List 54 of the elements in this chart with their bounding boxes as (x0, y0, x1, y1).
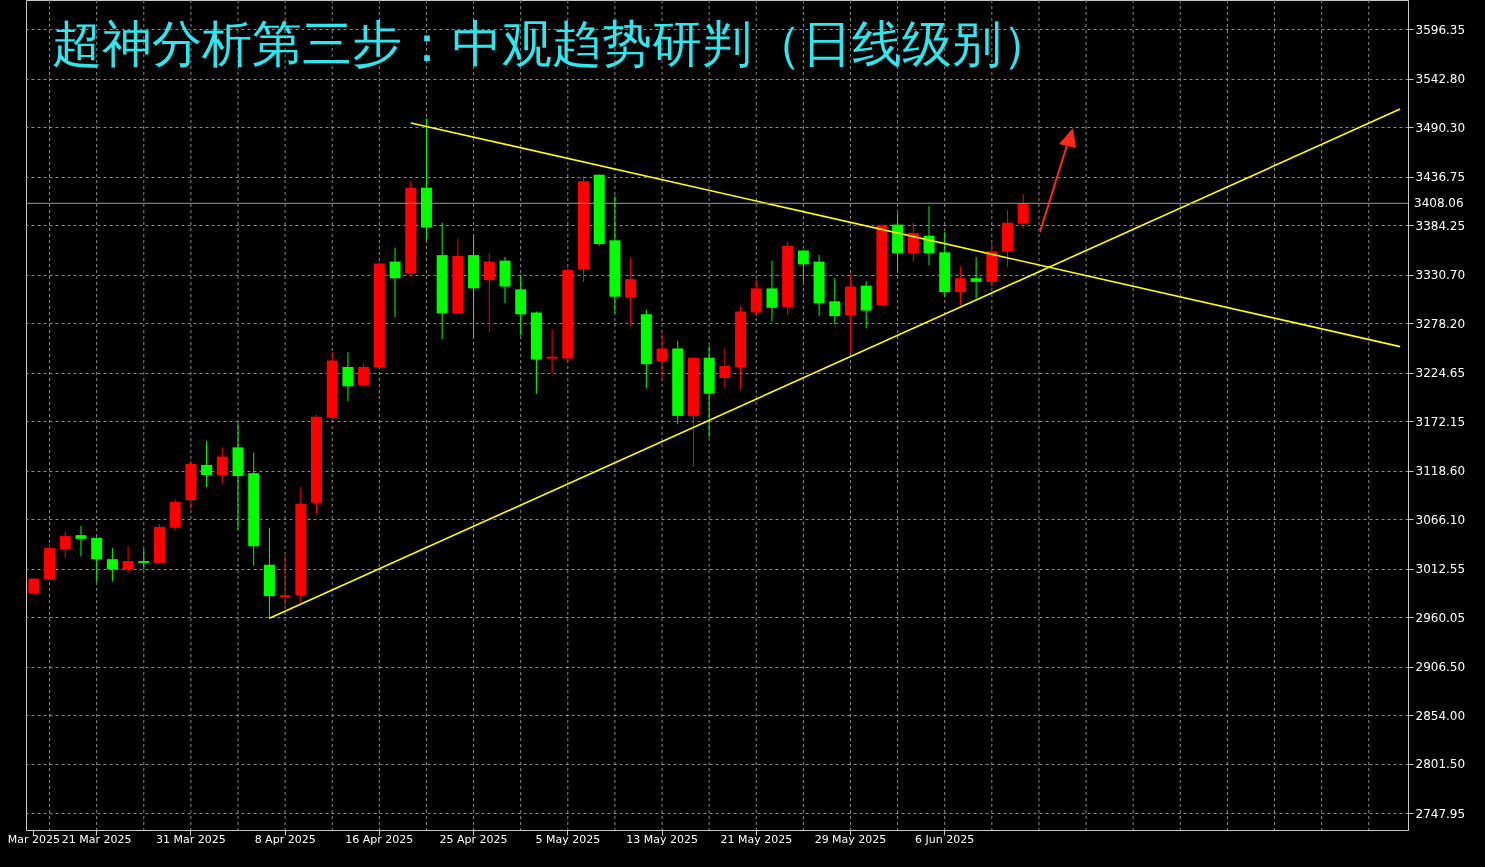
y-tick-label: 3278.20 (1415, 316, 1466, 331)
ref-line-label: 3408.06 (1414, 196, 1464, 211)
y-tick-label: 3596.35 (1415, 22, 1466, 37)
x-tick-label: 29 May 2025 (814, 832, 887, 846)
candlestick (546, 329, 558, 374)
y-tick-label: 3490.30 (1415, 120, 1466, 135)
candlestick (201, 440, 213, 488)
candlestick (122, 545, 134, 574)
chart-title: 超神分析第三步：中观趋势研判（日线级别） (52, 15, 1052, 73)
y-tick-label: 3172.15 (1415, 414, 1466, 429)
y-tick-label: 3118.60 (1415, 464, 1466, 479)
y-tick-label: 2747.95 (1415, 806, 1466, 821)
candlestick (138, 548, 150, 570)
x-tick-label: 5 May 2025 (535, 832, 601, 846)
x-tick-label: 8 Apr 2025 (254, 832, 316, 846)
candlestick (59, 530, 71, 559)
candlestick (279, 554, 291, 606)
x-tick-label: 16 Apr 2025 (345, 832, 414, 846)
y-tick-label: 3224.65 (1415, 366, 1466, 381)
candlestick (483, 252, 495, 333)
candlestick (625, 257, 637, 327)
candlestick (91, 536, 103, 583)
x-tick-label: 21 May 2025 (720, 832, 793, 846)
candlestick (829, 277, 841, 325)
x-tick-label: 25 Apr 2025 (439, 832, 508, 846)
y-tick-label: 3384.25 (1415, 218, 1466, 233)
y-tick-label: 3542.80 (1415, 72, 1466, 87)
candlestick (907, 222, 919, 263)
y-tick-label: 2906.50 (1415, 660, 1466, 675)
candlestick (1017, 193, 1029, 229)
candlestick (75, 525, 87, 557)
candlestick (216, 446, 228, 484)
y-tick-label: 3066.10 (1415, 512, 1466, 527)
y-tick-label: 3330.70 (1415, 268, 1466, 283)
x-tick-label: 31 Mar 2025 (156, 832, 226, 846)
y-tick-label: 2854.00 (1415, 708, 1466, 723)
y-tick-label: 3012.55 (1415, 562, 1466, 577)
x-tick-label: 13 May 2025 (626, 832, 698, 846)
candlestick (656, 333, 668, 381)
candlestick (970, 256, 982, 300)
candlestick (954, 265, 966, 306)
y-tick-label: 2960.05 (1415, 610, 1466, 625)
candlestick (358, 362, 370, 387)
y-tick-label: 3436.75 (1415, 170, 1466, 185)
candlestick (342, 351, 354, 402)
candlestick (719, 347, 731, 389)
candlestick (106, 547, 118, 582)
y-tick-label: 2801.50 (1415, 757, 1466, 772)
candlestick (766, 260, 778, 323)
x-tick-label: 21 Mar 2025 (61, 832, 132, 846)
x-tick-label: 6 Jun 2025 (915, 832, 975, 846)
x-tick-label: Mar 2025 (7, 832, 60, 846)
candlestick (389, 247, 401, 318)
candlestick (797, 249, 809, 283)
